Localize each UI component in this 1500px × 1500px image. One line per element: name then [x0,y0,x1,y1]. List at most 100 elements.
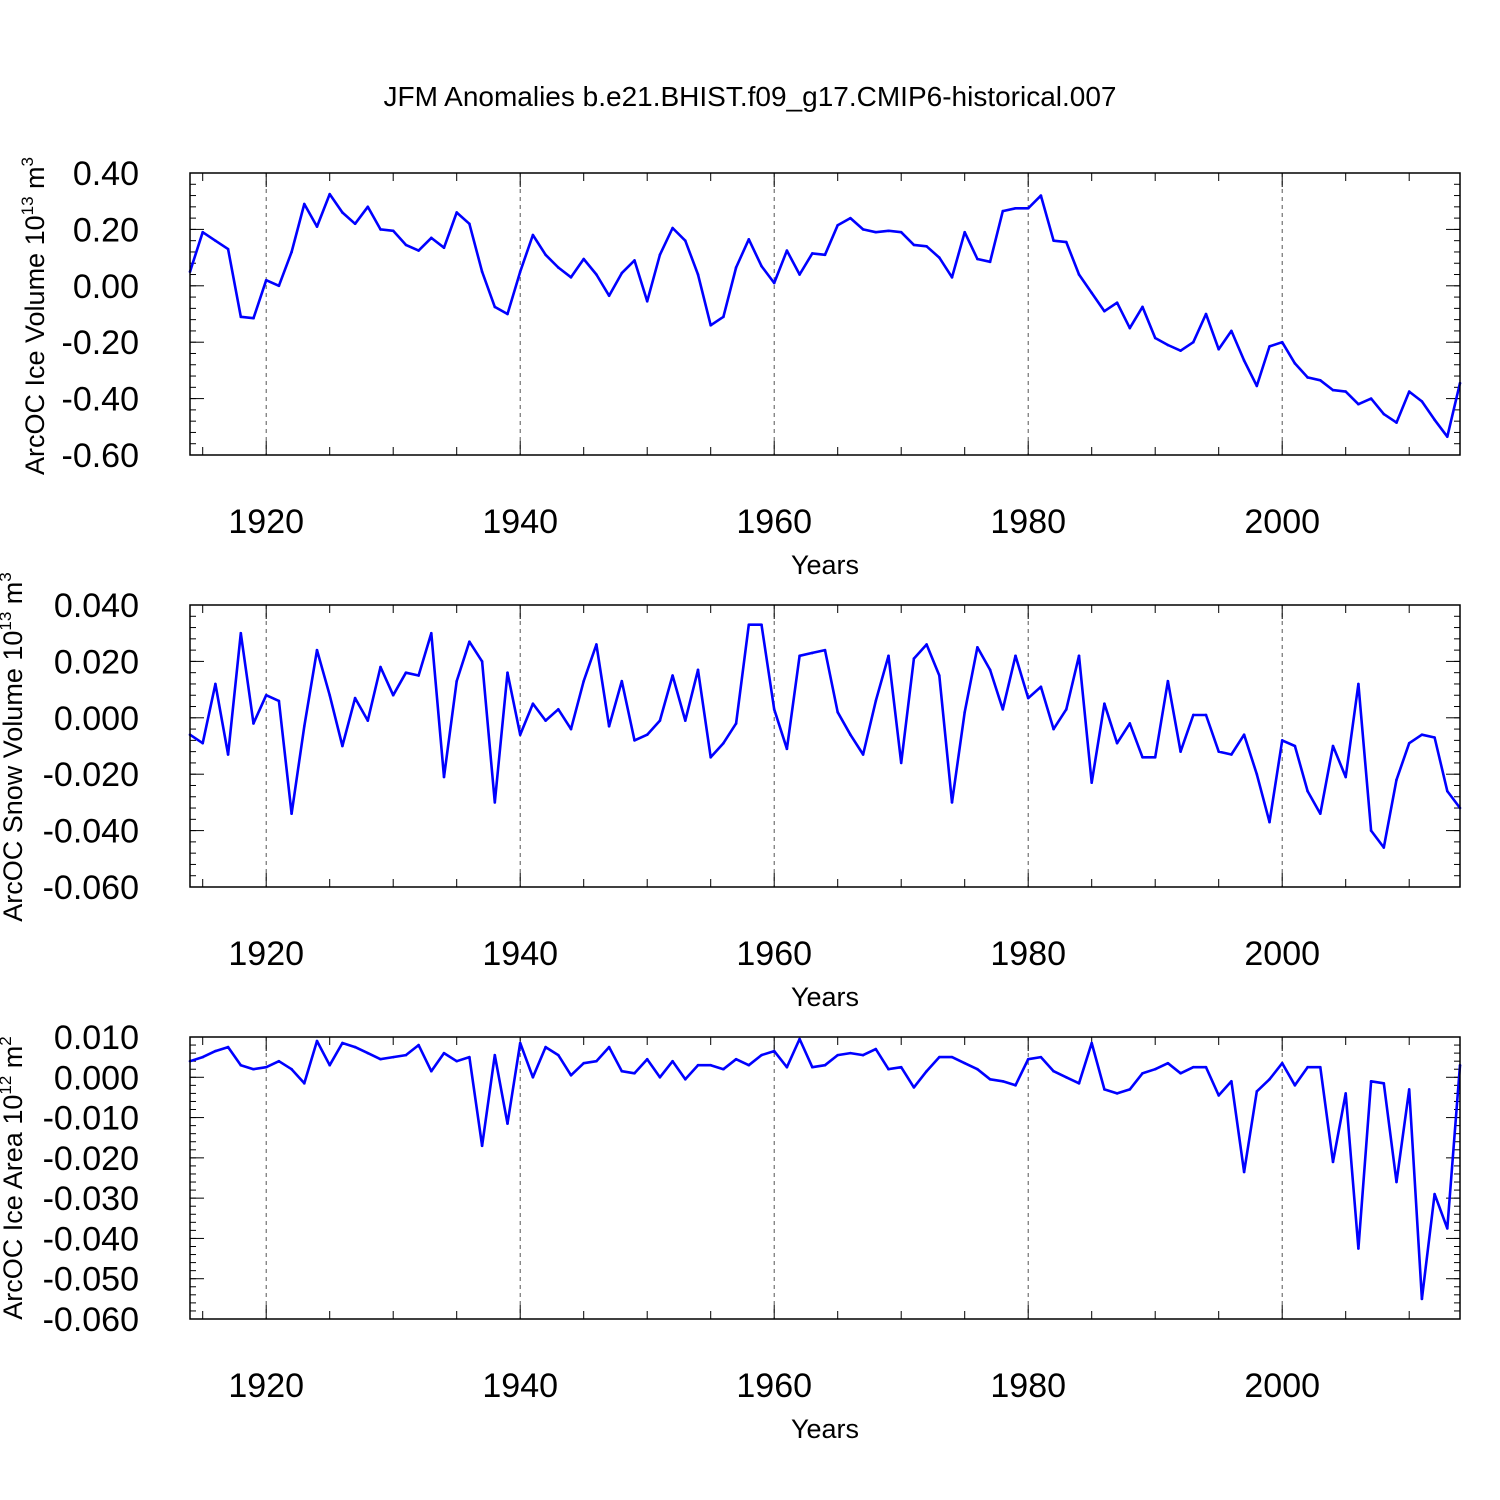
data-point-snow-volume [1306,789,1309,793]
data-point-ice-area [531,1075,535,1079]
data-point-ice-volume [1369,397,1373,400]
data-point-ice-volume [963,230,966,234]
data-point-ice-volume [823,253,827,257]
data-point-snow-volume [595,643,598,646]
data-point-snow-volume [1407,741,1411,745]
data-point-ice-area [658,1075,662,1079]
y-tick-label-ice-area: -0.010 [43,1100,139,1138]
data-point-ice-volume [658,253,662,257]
data-point-ice-volume [442,246,446,250]
data-point-ice-area [696,1063,700,1067]
data-point-ice-volume [1433,418,1436,422]
data-point-ice-volume [1319,378,1322,382]
data-point-ice-area [1166,1061,1170,1065]
data-point-ice-volume [544,253,547,257]
data-point-ice-area [1268,1078,1271,1081]
data-point-ice-area [645,1057,649,1061]
data-point-snow-volume [391,693,395,697]
data-point-ice-area [214,1049,217,1053]
data-point-snow-volume [328,693,332,697]
data-point-snow-volume [861,753,865,756]
data-point-ice-area [480,1144,484,1148]
panel-ice-area: ArcOC Ice Area 1012 m2 Years [0,1036,859,1444]
data-point-ice-area [1217,1094,1220,1097]
data-point-ice-volume [938,256,941,259]
data-point-snow-volume [1319,812,1322,815]
data-point-ice-area [950,1055,954,1059]
plot-ice-area: 0.0100.000-0.010-0.020-0.030-0.040-0.050… [43,1019,1462,1405]
ylabel-ice-volume: ArcOC Ice Volume 1013 m3 [18,157,50,475]
data-point-snow-volume [925,643,928,646]
data-point-ice-volume [1014,206,1017,210]
data-point-snow-volume [404,671,408,674]
data-point-ice-area [379,1057,382,1061]
data-point-ice-volume [684,239,687,242]
data-point-ice-volume [417,249,420,252]
data-point-ice-area [328,1063,332,1067]
data-point-ice-area [1153,1067,1157,1071]
data-point-ice-volume [341,211,344,214]
data-point-ice-area [747,1063,751,1067]
data-point-ice-area [468,1055,471,1059]
x-tick-label-ice-area: 1960 [736,1367,812,1405]
chart-title: JFM Anomalies b.e21.BHIST.f09_g17.CMIP6-… [383,81,1116,112]
y-tick-label-ice-area: -0.020 [43,1140,139,1178]
data-point-ice-area [1103,1088,1106,1091]
data-point-snow-volume [214,682,217,686]
data-point-ice-volume [455,211,459,214]
data-point-snow-volume [1192,713,1195,717]
data-point-ice-volume [811,252,814,255]
data-point-ice-area [772,1049,776,1053]
data-point-ice-area [1230,1080,1233,1083]
data-point-snow-volume [849,733,852,737]
data-point-snow-volume [1230,753,1233,756]
data-point-snow-volume [480,660,484,663]
x-tick-label-snow-volume: 1940 [482,935,558,973]
data-point-snow-volume [1217,750,1220,753]
data-point-ice-area [315,1039,319,1043]
data-point-snow-volume [1026,696,1030,700]
data-point-ice-area [303,1082,306,1085]
data-point-snow-volume [607,724,611,728]
data-point-ice-area [849,1051,852,1055]
data-point-ice-volume [328,192,332,196]
data-point-ice-volume [1446,435,1449,438]
data-point-ice-area [785,1065,789,1069]
data-point-ice-volume [1052,239,1055,242]
data-point-ice-volume [391,229,395,233]
x-tick-label-ice-volume: 1980 [990,503,1066,541]
data-point-ice-area [1001,1080,1005,1083]
y-tick-label-ice-area: -0.060 [43,1301,139,1339]
data-point-ice-volume [1293,362,1297,365]
data-point-snow-volume [303,724,306,728]
data-point-ice-area [760,1053,763,1057]
data-point-ice-area [988,1078,992,1081]
data-point-ice-area [582,1061,585,1065]
data-point-snow-volume [836,710,839,714]
y-tick-label-ice-volume: -0.40 [62,381,140,419]
data-point-ice-volume [1153,336,1157,340]
data-point-ice-volume [976,257,979,261]
data-point-snow-volume [582,679,585,683]
ylabel-ice-area: ArcOC Ice Area 1012 m2 [0,1036,28,1320]
data-point-ice-volume [1382,412,1386,416]
series-line-snow-volume [189,623,1462,849]
data-point-ice-area [226,1045,230,1049]
data-point-snow-volume [468,640,471,643]
x-tick-label-ice-area: 1980 [990,1367,1066,1405]
plot-frame-ice-volume [189,172,1461,456]
data-point-snow-volume [1128,722,1132,725]
data-point-ice-volume [1357,402,1360,406]
data-point-ice-volume [671,226,674,230]
data-point-ice-area [252,1067,255,1071]
data-point-ice-volume [849,216,852,220]
panel-ice-volume: ArcOC Ice Volume 1013 m3 Years [18,157,859,580]
data-point-ice-volume [226,247,230,251]
data-point-ice-volume [1065,240,1068,244]
data-point-snow-volume [620,679,624,683]
data-point-ice-volume [1090,291,1093,295]
data-point-snow-volume [899,761,903,765]
data-point-ice-volume [531,233,535,237]
data-point-ice-volume [1179,349,1182,352]
